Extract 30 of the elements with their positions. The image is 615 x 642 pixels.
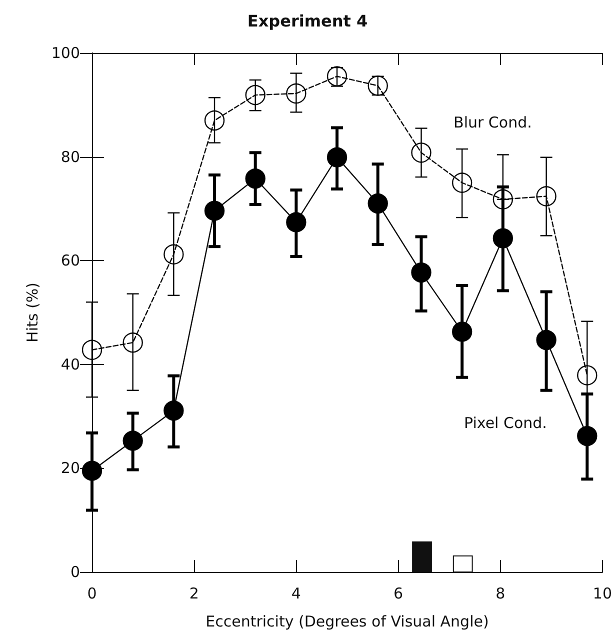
point xyxy=(492,189,514,210)
x-tick-label: 2 xyxy=(189,584,199,602)
series-label: Blur Cond. xyxy=(454,114,532,132)
x-tick-label: 8 xyxy=(496,584,506,602)
point xyxy=(122,332,143,353)
point xyxy=(286,83,306,104)
point xyxy=(164,244,184,264)
y-tick-label: 80 xyxy=(60,148,80,166)
x-tick-label: 10 xyxy=(592,584,612,602)
x-tick-label: 6 xyxy=(394,584,404,602)
y-tick-label: 0 xyxy=(70,563,80,581)
point xyxy=(245,84,266,106)
chart-title: Experiment 4 xyxy=(247,12,368,30)
point xyxy=(536,186,556,206)
y-tick-label: 40 xyxy=(60,355,80,374)
x-axis-title: Eccentricity (Degrees of Visual Angle) xyxy=(206,612,489,630)
point xyxy=(411,142,432,163)
point xyxy=(326,66,348,86)
y-tick-label: 20 xyxy=(60,459,80,478)
point xyxy=(204,110,225,131)
series-label: Pixel Cond. xyxy=(464,414,547,432)
y-axis-title: Hits (%) xyxy=(24,282,42,342)
x-tick-label: 0 xyxy=(87,584,97,602)
y-tick-label: 60 xyxy=(60,252,80,270)
y-tick-label: 100 xyxy=(51,44,80,62)
point xyxy=(577,365,598,386)
point xyxy=(82,340,102,360)
point xyxy=(368,76,388,96)
x-tick-label: 4 xyxy=(291,584,301,602)
point xyxy=(452,172,472,193)
